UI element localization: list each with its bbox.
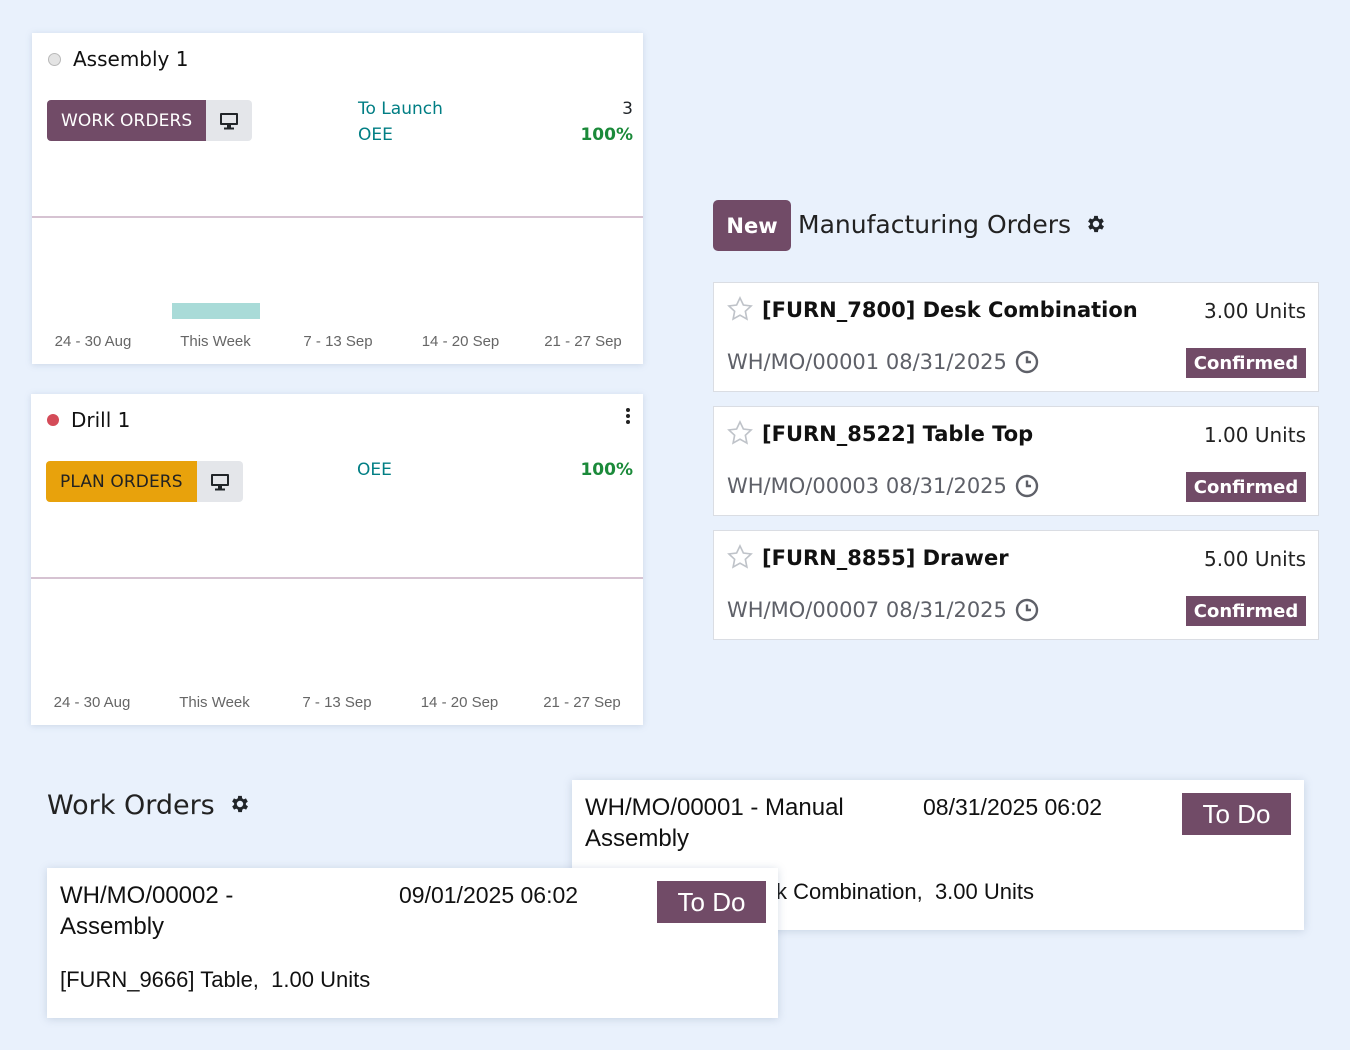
mo-qty-value: 5.00 (1203, 547, 1249, 571)
mo-card[interactable]: [FURN_7800] Desk Combination 3.00 Units … (713, 282, 1319, 392)
work-order-card[interactable]: WH/MO/00002 - Assembly 09/01/2025 06:02 … (47, 868, 778, 1018)
stat-value-oee: 100% (580, 460, 633, 480)
manufacturing-orders-heading: Manufacturing Orders (798, 210, 1107, 239)
workcenter-title[interactable]: Drill 1 (47, 408, 130, 432)
work-order-title-line1: WH/MO/00001 - Manual (585, 794, 844, 821)
status-badge: Confirmed (1186, 472, 1306, 502)
work-order-qty: 3.00 Units (934, 879, 1034, 904)
mo-ref-number: WH/MO/00003 (727, 474, 880, 498)
mo-reference: WH/MO/00007 08/31/2025 (727, 598, 1039, 622)
mo-card[interactable]: [FURN_8855] Drawer 5.00 Units WH/MO/0000… (713, 530, 1319, 640)
chart-divider (32, 216, 643, 218)
stat-label-oee[interactable]: OEE (357, 460, 392, 480)
workcenter-card-drill: Drill 1 PLAN ORDERS OEE 100% 24 - 30 Aug… (31, 394, 643, 725)
mo-qty-unit: Units (1254, 299, 1306, 323)
clock-icon[interactable] (1015, 350, 1039, 374)
x-tick-label: 24 - 30 Aug (53, 694, 131, 711)
x-tick-label: 7 - 13 Sep (302, 694, 372, 711)
gear-icon[interactable] (229, 793, 251, 815)
mo-qty-unit: Units (1254, 423, 1306, 447)
mo-product: [FURN_7800] Desk Combination (762, 298, 1138, 322)
stat-label-to-launch[interactable]: To Launch (358, 99, 443, 119)
stat-value-to-launch: 3 (622, 99, 633, 119)
mo-ref-number: WH/MO/00007 (727, 598, 880, 622)
section-title[interactable]: Work Orders (47, 790, 215, 821)
status-dot-icon (48, 52, 61, 66)
kebab-menu-icon[interactable] (625, 408, 631, 426)
work-order-title-line1: WH/MO/00002 - (60, 882, 234, 909)
x-tick-label: 14 - 20 Sep (420, 694, 499, 711)
mo-card[interactable]: [FURN_8522] Table Top 1.00 Units WH/MO/0… (713, 406, 1319, 516)
work-order-title: WH/MO/00001 - Manual Assembly (585, 792, 844, 854)
section-title[interactable]: Manufacturing Orders (798, 210, 1072, 239)
star-icon[interactable] (726, 543, 754, 571)
mo-reference: WH/MO/00001 08/31/2025 (727, 350, 1039, 374)
status-badge: To Do (657, 881, 766, 923)
work-order-title: WH/MO/00002 - Assembly (60, 880, 233, 942)
mo-date: 08/31/2025 (885, 474, 1007, 498)
clock-icon[interactable] (1015, 474, 1039, 498)
mo-ref-number: WH/MO/00001 (727, 350, 880, 374)
work-order-qty: 1.00 Units (271, 967, 371, 992)
star-icon[interactable] (726, 419, 754, 447)
mo-product: [FURN_8522] Table Top (762, 422, 1034, 446)
work-order-product: [FURN_9666] Table, 1.00 Units (60, 967, 370, 993)
work-order-title-line2: Assembly (585, 825, 690, 852)
mo-date: 08/31/2025 (885, 350, 1007, 374)
x-tick-label: This Week (179, 694, 250, 711)
mo-qty-value: 1.00 (1203, 423, 1249, 447)
chart-bar (171, 303, 260, 319)
mo-date: 08/31/2025 (885, 598, 1007, 622)
workcenter-card-assembly: Assembly 1 WORK ORDERS To Launch 3 OEE 1… (32, 33, 643, 364)
workcenter-actions: PLAN ORDERS (46, 461, 243, 502)
workcenter-name: Assembly 1 (73, 47, 189, 71)
gear-icon[interactable] (1085, 213, 1107, 235)
status-badge: Confirmed (1186, 596, 1306, 626)
new-button[interactable]: New (713, 200, 791, 251)
mo-quantity: 1.00 Units (1204, 423, 1306, 447)
mo-qty-value: 3.00 (1203, 299, 1249, 323)
x-tick-label: 21 - 27 Sep (544, 333, 622, 350)
chart-divider (31, 577, 643, 579)
work-order-date: 08/31/2025 06:02 (923, 794, 1103, 820)
work-orders-button[interactable]: WORK ORDERS (47, 100, 207, 141)
mo-quantity: 5.00 Units (1204, 547, 1306, 571)
x-tick-label: 7 - 13 Sep (303, 333, 373, 350)
star-icon[interactable] (726, 295, 754, 323)
kiosk-button[interactable] (196, 461, 243, 502)
mo-qty-unit: Units (1254, 547, 1306, 571)
clock-icon[interactable] (1015, 598, 1039, 622)
stat-value-oee: 100% (580, 125, 633, 145)
x-tick-label: 14 - 20 Sep (421, 333, 500, 350)
workcenter-title[interactable]: Assembly 1 (48, 47, 188, 71)
workload-chart: 24 - 30 Aug This Week 7 - 13 Sep 14 - 20 Se… (31, 580, 643, 720)
work-order-date: 09/01/2025 06:02 (399, 882, 579, 908)
mo-quantity: 3.00 Units (1204, 299, 1306, 323)
work-order-product-name: [FURN_9666] Table, (60, 967, 259, 992)
workload-chart: 24 - 30 Aug This Week 7 - 13 Sep 14 - 20 Se… (32, 219, 643, 359)
stat-label-oee[interactable]: OEE (358, 125, 393, 145)
x-tick-label: This Week (180, 333, 251, 350)
work-order-title-line2: Assembly (60, 913, 165, 940)
status-badge: To Do (1182, 793, 1291, 835)
plan-orders-button[interactable]: PLAN ORDERS (46, 461, 197, 502)
mo-product: [FURN_8855] Drawer (762, 546, 1009, 570)
x-tick-label: 21 - 27 Sep (543, 694, 621, 711)
workcenter-name: Drill 1 (71, 408, 131, 432)
x-tick-label: 24 - 30 Aug (54, 333, 132, 350)
mo-reference: WH/MO/00003 08/31/2025 (727, 474, 1039, 498)
workcenter-actions: WORK ORDERS (47, 100, 253, 141)
kiosk-button[interactable] (206, 100, 253, 141)
status-dot-icon (47, 414, 59, 426)
work-orders-heading: Work Orders (47, 790, 251, 821)
monitor-icon (210, 473, 229, 490)
monitor-icon (220, 112, 239, 129)
status-badge: Confirmed (1186, 348, 1306, 378)
